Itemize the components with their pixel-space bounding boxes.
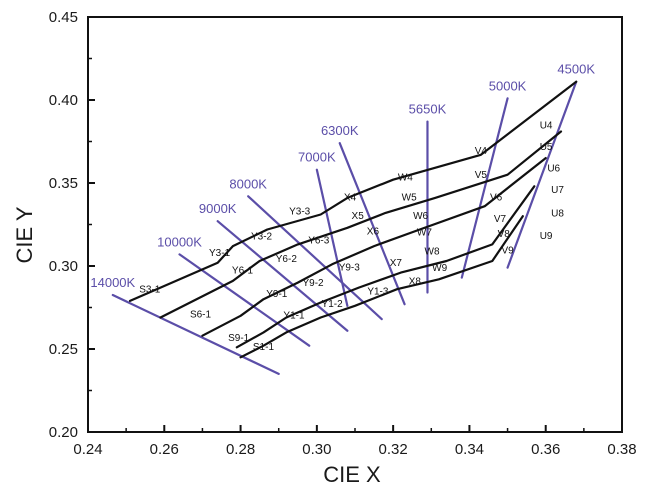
bin-labels-group: S3-1 S6-1 S9-1S1-1 Y3-1Y6-1 Y9-1 Y1-1 Y3-2Y6-2… <box>139 120 564 353</box>
bin-boundary-4 <box>235 185 536 349</box>
cct-label-10000K: 10000K <box>157 234 202 249</box>
cct-line-6300K <box>338 142 406 306</box>
axes-group: 0.24 0.26 0.28 0.30 0.32 0.34 0.36 0.38 0.20 0.25… <box>49 9 637 458</box>
bin-label-Y6-2: Y6-2 <box>276 254 298 265</box>
bin-label-S1-1: S1-1 <box>253 342 275 353</box>
x-tick-label: 0.34 <box>455 441 484 458</box>
bin-label-Y6-1: Y6-1 <box>232 266 254 277</box>
cct-line-4500K <box>506 80 578 269</box>
cct-line-14000K <box>111 293 280 375</box>
bin-label-W6: W6 <box>413 211 428 222</box>
cct-label-5000K: 5000K <box>489 78 527 93</box>
bin-label-V4: V4 <box>475 146 488 157</box>
x-axis-title: CIE X <box>323 462 381 487</box>
bin-label-Y6-3: Y6-3 <box>308 236 330 247</box>
y-tick-label: 0.30 <box>49 258 78 275</box>
x-tick-label: 0.26 <box>150 441 179 458</box>
bin-label-U5: U5 <box>540 142 553 153</box>
bin-label-Y9-3: Y9-3 <box>339 262 361 273</box>
bin-label-V5: V5 <box>475 170 488 181</box>
x-tick-label: 0.30 <box>302 441 331 458</box>
bin-boundary-1 <box>128 80 578 302</box>
x-tick-label: 0.36 <box>531 441 560 458</box>
bin-boundaries-group <box>128 80 578 359</box>
x-tick-label: 0.32 <box>379 441 408 458</box>
bin-label-X6: X6 <box>367 227 380 238</box>
bin-label-X8: X8 <box>409 276 422 287</box>
bin-label-U7: U7 <box>551 185 564 196</box>
bin-label-V6: V6 <box>490 193 503 204</box>
bin-label-X4: X4 <box>344 193 357 204</box>
bin-label-W9: W9 <box>432 263 447 274</box>
bin-label-W7: W7 <box>417 227 432 238</box>
y-tick-label: 0.35 <box>49 175 78 192</box>
y-tick-label: 0.45 <box>49 9 78 26</box>
bin-label-X7: X7 <box>390 258 403 269</box>
cct-line-5000K <box>460 97 509 279</box>
bin-label-U9: U9 <box>540 231 553 242</box>
bin-label-Y3-2: Y3-2 <box>251 232 273 243</box>
x-tick-label: 0.24 <box>73 441 102 458</box>
bin-label-W8: W8 <box>425 247 440 258</box>
bin-label-Y3-3: Y3-3 <box>289 207 311 218</box>
bin-label-Y9-1: Y9-1 <box>266 289 288 300</box>
bin-label-U8: U8 <box>551 208 564 219</box>
x-tick-label: 0.28 <box>226 441 255 458</box>
bin-label-Y9-2: Y9-2 <box>302 278 324 289</box>
bin-boundary-2 <box>159 130 563 319</box>
y-tick-label: 0.40 <box>49 92 78 109</box>
bin-label-U6: U6 <box>547 164 560 175</box>
y-tick-label: 0.25 <box>49 341 78 358</box>
bin-label-V8: V8 <box>498 229 511 240</box>
cct-label-14000K: 14000K <box>90 275 135 290</box>
bin-label-Y1-3: Y1-3 <box>367 286 389 297</box>
cct-line-8000K <box>247 195 383 321</box>
bin-label-W4: W4 <box>398 173 413 184</box>
cct-line-9000K <box>216 220 349 332</box>
cct-lines-group: 14000K 10000K 9000K 8000K 7000K 6300K 5650K 500… <box>90 62 595 375</box>
y-tick-label: 0.20 <box>49 424 78 441</box>
cct-label-9000K: 9000K <box>199 201 237 216</box>
cct-label-7000K: 7000K <box>298 150 336 165</box>
bin-label-Y1-1: Y1-1 <box>283 310 305 321</box>
x-tick-label: 0.38 <box>607 441 636 458</box>
bin-label-V9: V9 <box>501 246 514 257</box>
bin-label-V7: V7 <box>494 214 507 225</box>
bin-label-Y1-2: Y1-2 <box>322 299 344 310</box>
bin-label-U4: U4 <box>540 120 553 131</box>
cct-label-6300K: 6300K <box>321 123 359 138</box>
bin-boundary-3 <box>201 157 547 337</box>
cct-line-7000K <box>315 168 349 307</box>
bin-label-X5: X5 <box>352 211 365 222</box>
cct-label-8000K: 8000K <box>229 176 267 191</box>
y-axis-title: CIE Y <box>12 206 37 263</box>
bin-label-S3-1: S3-1 <box>139 285 161 296</box>
cct-label-4500K: 4500K <box>557 62 595 77</box>
bin-label-W5: W5 <box>402 193 417 204</box>
bin-label-S9-1: S9-1 <box>228 333 250 344</box>
bin-label-Y3-1: Y3-1 <box>209 248 231 259</box>
bin-label-S6-1: S6-1 <box>190 310 212 321</box>
bin-boundary-5 <box>239 215 524 359</box>
cct-label-5650K: 5650K <box>409 102 447 117</box>
